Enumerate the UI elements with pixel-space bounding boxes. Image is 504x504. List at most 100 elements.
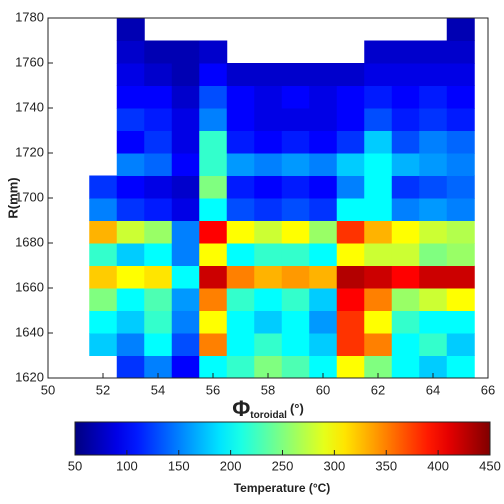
heat-cell xyxy=(199,310,228,334)
heat-cell xyxy=(226,288,255,311)
heat-cell xyxy=(446,85,475,109)
colorbar-tick-label: 300 xyxy=(324,458,346,473)
heat-cell xyxy=(336,265,365,289)
heat-cell xyxy=(281,288,310,311)
heat-cell xyxy=(171,310,200,334)
x-tick-label: 66 xyxy=(481,382,495,397)
heat-cell xyxy=(226,108,255,131)
heat-cell xyxy=(199,243,228,266)
heat-cell xyxy=(419,153,448,176)
y-tick-label: 1760 xyxy=(15,54,44,69)
heat-cell xyxy=(144,243,173,266)
heat-cell xyxy=(364,130,393,154)
heat-cell xyxy=(171,63,200,86)
heat-cell xyxy=(391,40,420,64)
heat-cell xyxy=(144,153,173,176)
heat-cell xyxy=(281,153,310,176)
colorbar-tick-label: 50 xyxy=(68,458,82,473)
heat-cell xyxy=(171,85,200,109)
heat-cell xyxy=(364,153,393,176)
heat-cell xyxy=(226,85,255,109)
heat-cell xyxy=(144,63,173,86)
heat-cell xyxy=(116,243,145,266)
heat-cell xyxy=(309,108,338,131)
heat-cell xyxy=(144,265,173,289)
y-tick-label: 1680 xyxy=(15,234,44,249)
heat-cell xyxy=(226,333,255,356)
heat-cell xyxy=(446,333,475,356)
heat-cell xyxy=(446,288,475,311)
heat-cell xyxy=(391,220,420,244)
x-tick-label: 64 xyxy=(426,382,440,397)
heat-cell xyxy=(199,265,228,289)
heat-cell xyxy=(446,153,475,176)
heat-cell xyxy=(199,198,228,221)
heat-cell xyxy=(309,63,338,86)
heat-cell xyxy=(391,355,420,379)
heat-cell xyxy=(89,175,118,199)
x-tick-label: 60 xyxy=(316,382,330,397)
heat-cell xyxy=(116,333,145,356)
heat-cell xyxy=(336,130,365,154)
heat-cell xyxy=(419,198,448,221)
heat-cell xyxy=(364,310,393,334)
heat-cell xyxy=(446,108,475,131)
heat-cell xyxy=(336,153,365,176)
colorbar-tick-label: 200 xyxy=(220,458,242,473)
heat-cell xyxy=(309,153,338,176)
heat-cell xyxy=(281,198,310,221)
heat-cell xyxy=(199,153,228,176)
heat-cell xyxy=(226,153,255,176)
heat-cell xyxy=(364,265,393,289)
heat-cell xyxy=(309,265,338,289)
heat-cell xyxy=(116,85,145,109)
heat-cell xyxy=(171,333,200,356)
heat-cell xyxy=(281,333,310,356)
heat-cell xyxy=(171,198,200,221)
heat-cell xyxy=(364,40,393,64)
x-axis-unit: (°) xyxy=(290,401,304,416)
heat-cell xyxy=(226,310,255,334)
colorbar-tick-label: 150 xyxy=(168,458,190,473)
heat-cell xyxy=(89,243,118,266)
heat-cell xyxy=(116,18,145,41)
heat-cell xyxy=(391,243,420,266)
heat-cell xyxy=(281,108,310,131)
heat-cell xyxy=(391,310,420,334)
heat-cell xyxy=(419,108,448,131)
heat-cell xyxy=(281,243,310,266)
heat-cell xyxy=(446,63,475,86)
heat-cell xyxy=(199,175,228,199)
heat-cell xyxy=(309,355,338,379)
heat-cell xyxy=(419,288,448,311)
heat-cell xyxy=(199,40,228,64)
heat-cell xyxy=(391,108,420,131)
heat-cell xyxy=(254,355,283,379)
heat-cell xyxy=(116,108,145,131)
heat-cell xyxy=(254,288,283,311)
x-tick-label: 62 xyxy=(371,382,385,397)
colorbar-tick-label: 450 xyxy=(479,458,501,473)
x-axis-label: Φtoroidal (°) xyxy=(232,396,304,421)
colorbar-label: Temperature (°C) xyxy=(234,481,331,495)
heat-cell xyxy=(364,175,393,199)
heat-cell xyxy=(199,108,228,131)
heat-cell xyxy=(254,310,283,334)
heat-cell xyxy=(391,130,420,154)
heat-cell xyxy=(391,333,420,356)
heat-cell xyxy=(254,108,283,131)
x-tick-label: 54 xyxy=(151,382,165,397)
heat-cell xyxy=(336,85,365,109)
heat-cell xyxy=(171,108,200,131)
heat-cell xyxy=(419,63,448,86)
heat-cell xyxy=(336,63,365,86)
heat-cell xyxy=(171,243,200,266)
heat-cell xyxy=(281,85,310,109)
heat-cell xyxy=(336,333,365,356)
heat-cell xyxy=(226,175,255,199)
heat-cell xyxy=(226,130,255,154)
heat-cell xyxy=(171,153,200,176)
heat-cell xyxy=(254,85,283,109)
y-tick-label: 1640 xyxy=(15,324,44,339)
